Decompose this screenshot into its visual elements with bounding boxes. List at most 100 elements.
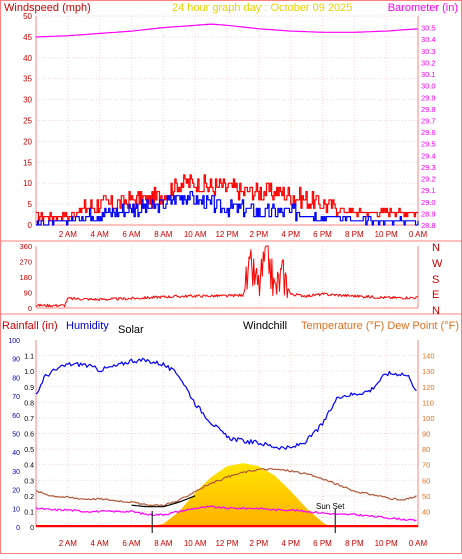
rainfall-tick-label: 0.4 bbox=[24, 463, 34, 470]
humidity-tick-label: 60 bbox=[12, 413, 20, 420]
time-tick-label: 4 AM bbox=[91, 230, 110, 239]
temperature-tick-label: 40 bbox=[422, 507, 430, 516]
barometer-tick-label: 29.0 bbox=[421, 198, 436, 207]
humidity-tick-label: 70 bbox=[12, 394, 20, 401]
barometer-line bbox=[35, 23, 419, 38]
time-tick-label: 4 AM bbox=[91, 539, 110, 548]
graph-title: 24 hour graph day : October 09 2025 bbox=[172, 2, 352, 14]
humidity-tick-label: 80 bbox=[12, 375, 20, 382]
time-tick-label: 4 PM bbox=[281, 539, 300, 548]
wind-tick-label: 20 bbox=[23, 137, 32, 146]
temperature-tick-label: 50 bbox=[422, 492, 430, 501]
rainfall-tick-label: 1.0 bbox=[24, 369, 34, 376]
time-tick-label: 2 AM bbox=[59, 539, 78, 548]
time-tick-label: 12 PM bbox=[215, 539, 238, 548]
wind-direction-line bbox=[35, 245, 419, 308]
time-tick-label: 8 PM bbox=[345, 230, 364, 239]
barometer-tick-label: 30.4 bbox=[421, 35, 436, 44]
rainfall-tick-label: 0.5 bbox=[24, 447, 34, 454]
average-speed-line bbox=[36, 191, 419, 226]
barometer-tick-label: 29.9 bbox=[421, 93, 436, 102]
temperature-tick-label: 70 bbox=[422, 461, 430, 470]
temperature-tick-label: 90 bbox=[422, 430, 430, 439]
barometer-tick-label: 29.1 bbox=[421, 186, 436, 195]
time-tick-label: 2 PM bbox=[249, 539, 268, 548]
barometer-tick-label: 29.7 bbox=[421, 117, 436, 126]
time-tick-label: 10 PM bbox=[375, 230, 398, 239]
barometer-tick-label: 29.4 bbox=[421, 151, 436, 160]
direction-tick-label: 270 bbox=[19, 258, 32, 267]
gust-line bbox=[36, 174, 418, 222]
barometer-title: Barometer (in) bbox=[388, 2, 458, 14]
time-tick-label: 10 PM bbox=[375, 539, 398, 548]
rainfall-tick-label: 0.7 bbox=[24, 416, 34, 423]
direction-tick-label: 90 bbox=[24, 289, 32, 298]
direction-tick-label: 180 bbox=[19, 273, 32, 282]
barometer-tick-label: 29.2 bbox=[421, 175, 436, 184]
solar-label: Solar bbox=[118, 324, 144, 336]
time-tick-label: 12 PM bbox=[215, 230, 238, 239]
barometer-tick-label: 30.2 bbox=[421, 58, 436, 67]
temperature-tick-label: 110 bbox=[422, 398, 434, 407]
temperature-tick-label: 100 bbox=[422, 414, 435, 423]
direction-tick-label: 360 bbox=[19, 242, 32, 251]
windchill-label: Windchill bbox=[243, 320, 287, 332]
barometer-tick-label: 30.0 bbox=[421, 82, 436, 91]
barometer-tick-label: 30.3 bbox=[421, 47, 436, 56]
compass-s: S bbox=[432, 274, 439, 286]
windchill-line bbox=[131, 495, 196, 508]
humidity-tick-label: 40 bbox=[12, 450, 20, 457]
barometer-tick-label: 30.1 bbox=[421, 70, 436, 79]
temperature-tick-label: 80 bbox=[422, 445, 430, 454]
time-tick-label: 0 AM bbox=[409, 230, 428, 239]
windspeed-title: Windspeed (mph) bbox=[4, 2, 91, 14]
time-tick-label: 2 PM bbox=[249, 230, 268, 239]
barometer-tick-label: 29.3 bbox=[421, 163, 436, 172]
temperature-tick-label: 140 bbox=[422, 352, 435, 361]
wind-tick-label: 50 bbox=[23, 12, 32, 21]
rainfall-tick-label: 0.1 bbox=[24, 509, 34, 516]
compass-e: E bbox=[432, 289, 439, 301]
wind-tick-label: 25 bbox=[23, 117, 32, 126]
sun-set-label: Sun Set bbox=[316, 502, 345, 511]
direction-tick-label: 0 bbox=[28, 304, 32, 313]
temperature-dewpoint-title: Temperature (°F) Dew Point (°F) bbox=[301, 320, 459, 332]
wind-tick-label: 15 bbox=[23, 158, 32, 167]
compass-labels: N W S E N bbox=[432, 242, 443, 317]
rainfall-tick-label: 1.1 bbox=[24, 354, 34, 361]
humidity-tick-label: 30 bbox=[12, 469, 20, 476]
series-group bbox=[35, 23, 419, 533]
humidity-tick-label: 10 bbox=[12, 506, 20, 513]
rainfall-tick-label: 0.3 bbox=[24, 478, 34, 485]
time-tick-label: 6 PM bbox=[313, 539, 332, 548]
humidity-line bbox=[35, 357, 417, 450]
axes: 0 5 10 15 20 25 30 35 40 45 50 28.8 28.9 29.0 29.1 29.2… bbox=[8, 12, 435, 548]
time-tick-label: 10 AM bbox=[184, 230, 207, 239]
humidity-tick-label: 90 bbox=[12, 357, 20, 364]
time-tick-label: 0 AM bbox=[409, 539, 428, 548]
time-tick-label: 6 PM bbox=[313, 230, 332, 239]
wind-tick-label: 45 bbox=[23, 33, 32, 42]
barometer-tick-label: 28.9 bbox=[421, 209, 436, 218]
rainfall-tick-label: 0.9 bbox=[24, 385, 34, 392]
time-tick-label: 6 AM bbox=[122, 539, 141, 548]
barometer-tick-label: 30.5 bbox=[421, 24, 436, 33]
wind-tick-label: 40 bbox=[23, 54, 32, 63]
temperature-tick-label: 60 bbox=[422, 476, 430, 485]
solar-area bbox=[147, 463, 331, 527]
time-tick-label: 2 AM bbox=[59, 230, 78, 239]
wind-tick-label: 0 bbox=[28, 221, 33, 230]
rainfall-title: Rainfall (in) bbox=[2, 320, 58, 332]
humidity-tick-label: 0 bbox=[16, 525, 20, 532]
wind-tick-label: 10 bbox=[23, 179, 32, 188]
humidity-tick-label: 20 bbox=[12, 488, 20, 495]
temperature-tick-label: 120 bbox=[422, 383, 435, 392]
compass-w: W bbox=[432, 258, 443, 270]
time-tick-label: 8 AM bbox=[154, 230, 173, 239]
dew-point-line bbox=[35, 505, 417, 522]
humidity-tick-label: 50 bbox=[12, 432, 20, 439]
wind-tick-label: 35 bbox=[23, 75, 32, 84]
time-tick-label: 4 PM bbox=[281, 230, 300, 239]
wind-tick-label: 5 bbox=[28, 200, 33, 209]
